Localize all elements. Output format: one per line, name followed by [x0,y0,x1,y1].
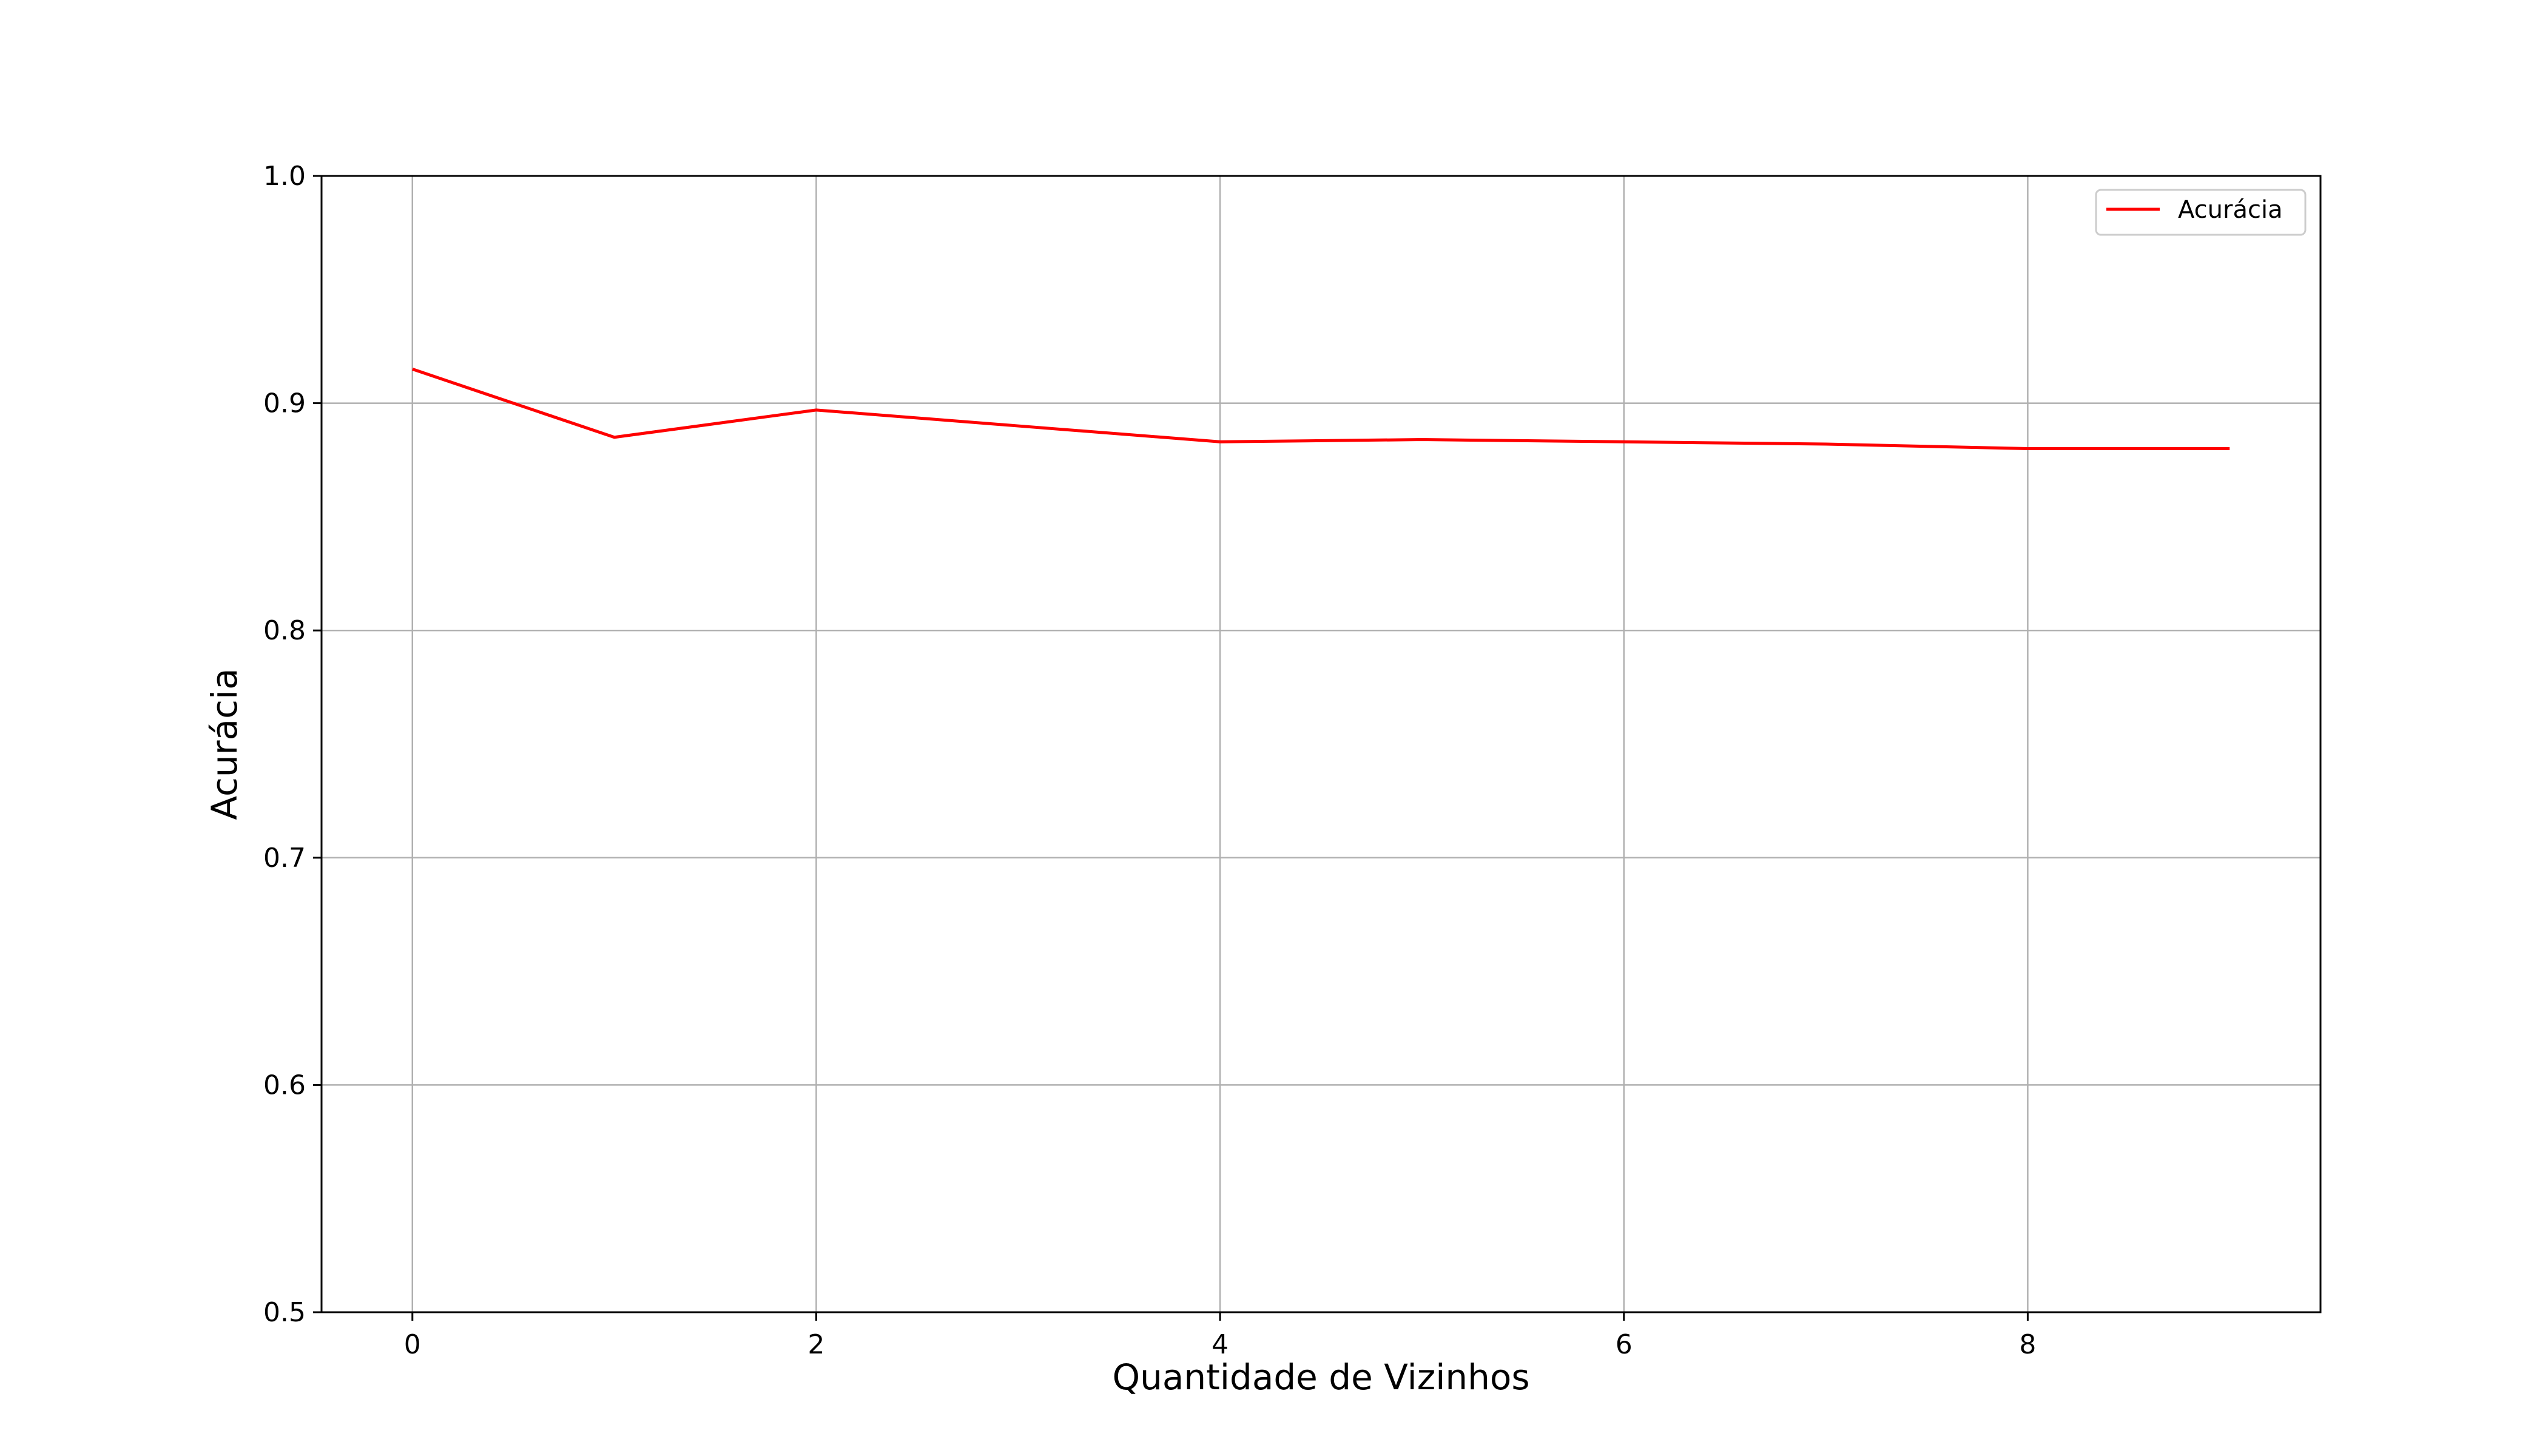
y-tick-label: 0.5 [263,1297,306,1328]
legend-label-acuracia: Acurácia [2178,196,2283,224]
y-tick-label: 0.9 [263,388,306,419]
series-layer [411,368,2230,451]
x-tick-label: 8 [2019,1329,2036,1360]
series-line-acuracia [411,368,2230,451]
plot-frame [320,175,2322,1313]
x-tick-label: 6 [1616,1329,1633,1360]
x-tick-label: 0 [404,1329,421,1360]
y-axis-label: Acurácia [204,668,245,820]
y-tick-label: 1.0 [263,161,306,192]
legend: Acurácia [2095,189,2307,236]
x-axis-label: Quantidade de Vizinhos [1112,1357,1529,1398]
legend-box [2095,189,2307,236]
y-tick-label: 0.6 [263,1070,306,1100]
ticks: 0 2 4 6 8 0.5 0.6 0.7 0.8 0.9 1.0 [263,161,2036,1360]
x-tick-label: 2 [807,1329,824,1360]
x-tick-label: 4 [1212,1329,1228,1360]
y-tick-label: 0.8 [263,615,306,646]
y-tick-label: 0.7 [263,843,306,874]
